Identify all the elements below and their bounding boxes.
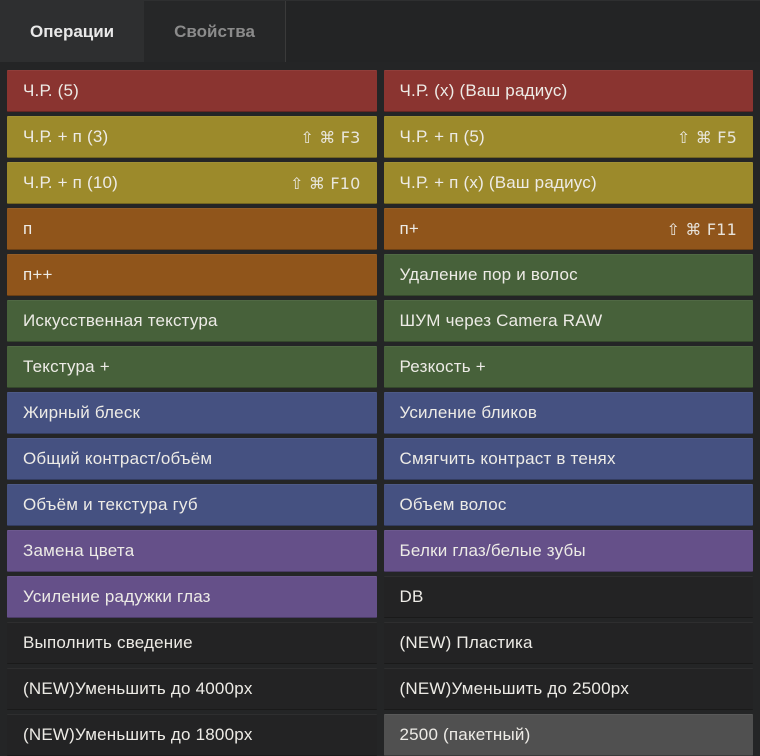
action-label: (NEW)Уменьшить до 2500px [399,679,630,698]
action-button-lips-volume-texture[interactable]: Объём и текстура губ [7,484,377,526]
action-button-remove-pores-hair[interactable]: Удаление пор и волос [383,254,753,296]
action-label: Текстура + [23,357,110,376]
action-button-chr-p-10[interactable]: Ч.Р. + п (10) ⇧ ⌘ F10 [7,162,377,204]
action-shortcut: ⇧ ⌘ F11 [666,219,737,239]
action-label: Удаление пор и волос [399,265,578,284]
action-label: ШУМ через Camera RAW [399,311,603,330]
action-label: Усиление бликов [399,403,538,422]
action-label: Усиление радужки глаз [23,587,211,606]
action-button-resize-4000px[interactable]: (NEW)Уменьшить до 4000px [7,668,377,710]
action-label: Смягчить контраст в тенях [399,449,616,468]
action-label: Объем волос [399,495,507,514]
tab-operations[interactable]: Операции [0,1,145,62]
action-button-chr-5[interactable]: Ч.Р. (5) [7,70,377,112]
action-button-chr-p-5[interactable]: Ч.Р. + п (5) ⇧ ⌘ F5 [383,116,753,158]
action-button-hair-volume[interactable]: Объем волос [383,484,753,526]
action-button-boost-iris[interactable]: Усиление радужки глаз [7,576,377,618]
action-button-noise-camera-raw[interactable]: ШУМ через Camera RAW [383,300,753,342]
action-label: Выполнить сведение [23,633,193,652]
action-label: Ч.Р. + п (3) [23,127,109,146]
action-label: Ч.Р. + п (10) [23,173,119,192]
action-button-soften-shadow-contrast[interactable]: Смягчить контраст в тенях [383,438,753,480]
action-button-oily-shine[interactable]: Жирный блеск [7,392,377,434]
action-button-p-plus-plus[interactable]: п++ [7,254,377,296]
action-label: Ч.Р. (x) (Ваш радиус) [399,81,568,100]
action-button-chr-p-x[interactable]: Ч.Р. + п (x) (Ваш радиус) [383,162,753,204]
action-label: п+ [399,219,420,238]
action-button-sharpness-plus[interactable]: Резкость + [383,346,753,388]
action-label: п++ [23,265,53,284]
action-label: DB [399,587,424,606]
action-label: (NEW)Уменьшить до 1800px [23,725,253,744]
tab-properties[interactable]: Свойства [144,1,286,62]
action-label: Ч.Р. + п (5) [399,127,485,146]
action-button-artificial-texture[interactable]: Искусственная текстура [7,300,377,342]
action-button-boost-highlights[interactable]: Усиление бликов [383,392,753,434]
action-label: Ч.Р. (5) [23,81,80,100]
panel-tab-bar: Операции Свойства [0,0,760,62]
action-label: (NEW) Пластика [399,633,533,652]
action-shortcut: ⇧ ⌘ F5 [676,127,737,147]
action-button-chr-p-3[interactable]: Ч.Р. + п (3) ⇧ ⌘ F3 [7,116,377,158]
action-label: Общий контраст/объём [23,449,213,468]
action-button-chr-x[interactable]: Ч.Р. (x) (Ваш радиус) [383,70,753,112]
action-button-2500-batch[interactable]: 2500 (пакетный) [383,714,753,756]
action-button-color-replace[interactable]: Замена цвета [7,530,377,572]
action-button-resize-1800px[interactable]: (NEW)Уменьшить до 1800px [7,714,377,756]
action-label: Объём и текстура губ [23,495,198,514]
action-button-p[interactable]: п [7,208,377,250]
action-button-db[interactable]: DB [383,576,753,618]
action-button-eye-whites-teeth[interactable]: Белки глаз/белые зубы [383,530,753,572]
action-label: Белки глаз/белые зубы [399,541,586,560]
action-button-overall-contrast-volume[interactable]: Общий контраст/объём [7,438,377,480]
action-shortcut: ⇧ ⌘ F10 [289,173,361,193]
actions-button-grid: Ч.Р. (5) Ч.Р. (x) (Ваш радиус) Ч.Р. + п … [7,70,753,756]
action-button-p-plus[interactable]: п+ ⇧ ⌘ F11 [383,208,753,250]
action-label: Резкость + [399,357,486,376]
action-label: Искусственная текстура [23,311,218,330]
action-label: Жирный блеск [23,403,141,422]
action-label: (NEW)Уменьшить до 4000px [23,679,253,698]
action-button-resize-2500px[interactable]: (NEW)Уменьшить до 2500px [383,668,753,710]
action-label: п [23,219,33,238]
tab-bar-spacer [285,1,760,62]
action-label: 2500 (пакетный) [399,725,531,744]
action-button-liquify[interactable]: (NEW) Пластика [383,622,753,664]
action-shortcut: ⇧ ⌘ F3 [300,127,361,147]
action-button-flatten[interactable]: Выполнить сведение [7,622,377,664]
action-label: Замена цвета [23,541,135,560]
action-label: Ч.Р. + п (x) (Ваш радиус) [399,173,597,192]
action-button-texture-plus[interactable]: Текстура + [7,346,377,388]
